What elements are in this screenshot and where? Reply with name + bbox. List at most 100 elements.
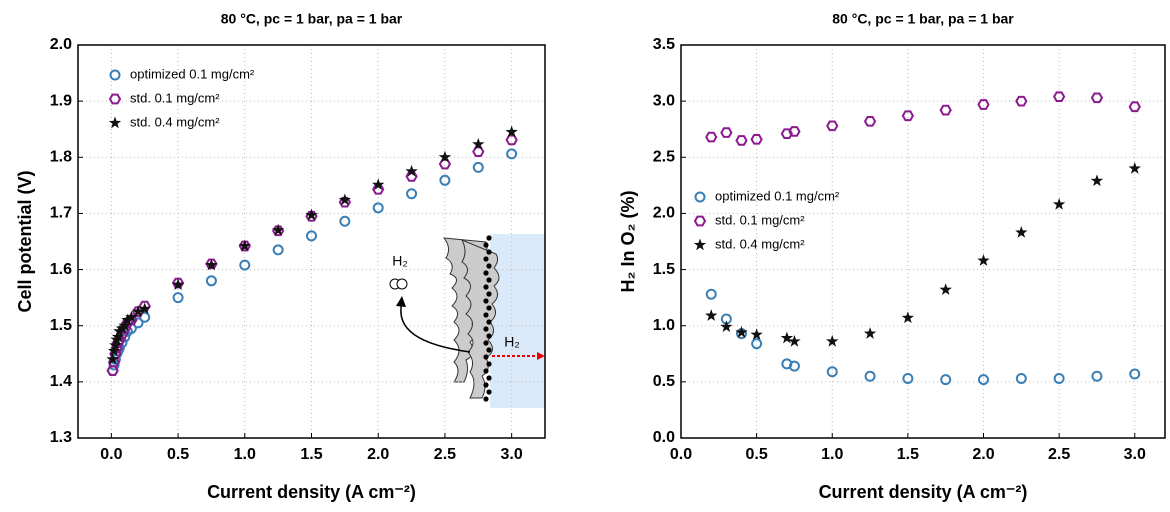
diffusion-arrow xyxy=(400,301,471,353)
marker xyxy=(205,258,218,271)
ionomer-dot xyxy=(483,284,489,290)
legend-marker xyxy=(693,238,707,251)
marker xyxy=(272,244,284,256)
marker xyxy=(1015,95,1028,107)
marker xyxy=(939,283,952,296)
marker xyxy=(138,302,151,315)
marker xyxy=(1090,174,1104,187)
marker xyxy=(238,239,251,252)
chart-title: 80 °C, pc = 1 bar, pa = 1 bar xyxy=(221,11,403,27)
marker xyxy=(788,360,800,372)
marker xyxy=(118,319,131,331)
marker xyxy=(372,202,384,214)
marker xyxy=(1015,226,1028,238)
marker xyxy=(338,196,352,208)
ionomer-dot xyxy=(486,375,492,381)
marker xyxy=(107,344,121,357)
x-tick-label: 2.5 xyxy=(434,446,456,463)
legend-marker xyxy=(693,215,707,227)
marker xyxy=(111,330,125,343)
x-tick-label: 1.5 xyxy=(300,446,322,463)
plot-frame xyxy=(680,44,1166,439)
x-tick-label: 1.0 xyxy=(234,446,256,463)
y-tick-label: 2.0 xyxy=(653,205,675,222)
marker xyxy=(750,133,763,145)
inset-diagram xyxy=(389,234,545,408)
annotation: H₂ xyxy=(392,253,408,269)
marker xyxy=(438,150,452,163)
marker xyxy=(788,126,801,137)
marker xyxy=(506,148,518,160)
y-tick-label: 1.5 xyxy=(50,317,72,334)
ionomer-dot xyxy=(483,298,489,304)
legend-marker xyxy=(108,93,122,105)
marker xyxy=(720,320,733,333)
x-tick-label: 0.0 xyxy=(100,446,122,463)
plot-frame xyxy=(77,44,546,439)
ionomer-dot xyxy=(486,249,492,255)
annotation: H₂ xyxy=(504,334,520,350)
x-tick-label: 2.0 xyxy=(367,446,389,463)
y-tick-label: 2.5 xyxy=(653,149,675,166)
legend-marker xyxy=(109,69,121,81)
ionomer-dot xyxy=(486,291,492,297)
legend-label: std. 0.1 mg/cm² xyxy=(715,212,805,227)
legend-label: std. 0.4 mg/cm² xyxy=(130,114,220,129)
marker xyxy=(1128,162,1141,174)
y-tick-label: 3.0 xyxy=(653,92,675,109)
y-tick-label: 1.8 xyxy=(50,149,72,166)
ionomer-dot xyxy=(483,242,489,248)
x-tick-label: 1.5 xyxy=(897,446,919,463)
marker xyxy=(720,127,733,138)
x-tick-label: 3.0 xyxy=(1124,446,1146,463)
ionomer-dot xyxy=(483,270,489,276)
y-tick-label: 1.6 xyxy=(50,261,72,278)
marker xyxy=(750,328,763,340)
marker xyxy=(902,372,914,384)
ionomer-dot xyxy=(486,361,492,367)
legend-label: optimized 0.1 mg/cm² xyxy=(715,188,840,203)
ionomer-dot xyxy=(483,340,489,346)
marker xyxy=(472,137,485,150)
ionomer-dot xyxy=(483,312,489,318)
y-tick-label: 1.5 xyxy=(653,261,675,278)
chart-title: 80 °C, pc = 1 bar, pa = 1 bar xyxy=(832,11,1014,27)
ionomer-dot xyxy=(486,263,492,269)
marker xyxy=(139,311,151,323)
marker xyxy=(705,288,717,300)
x-axis-label: Current density (A cm⁻²) xyxy=(819,482,1028,502)
marker xyxy=(940,374,952,386)
ionomer-dot xyxy=(483,354,489,360)
marker xyxy=(1052,91,1066,102)
marker xyxy=(106,352,119,365)
marker xyxy=(132,317,144,329)
marker xyxy=(439,174,451,186)
marker xyxy=(121,313,134,326)
ionomer-dot xyxy=(486,305,492,311)
ionomer-dot xyxy=(486,319,492,325)
ionomer-dot xyxy=(483,326,489,332)
y-tick-label: 0.0 xyxy=(653,429,675,446)
marker xyxy=(438,158,452,170)
ionomer-dot xyxy=(486,333,492,339)
ionomer-dot xyxy=(483,368,489,374)
marker xyxy=(472,161,484,173)
marker xyxy=(705,309,718,321)
x-tick-label: 0.5 xyxy=(746,446,768,463)
y-tick-label: 2.0 xyxy=(50,36,72,53)
y-tick-label: 1.9 xyxy=(50,92,72,109)
marker xyxy=(780,128,794,140)
marker xyxy=(239,259,251,271)
marker xyxy=(305,208,318,221)
marker xyxy=(205,275,217,287)
y-tick-label: 1.7 xyxy=(50,205,72,222)
marker xyxy=(1015,372,1027,384)
ionomer-dots xyxy=(483,235,492,402)
ionomer-dot xyxy=(483,382,489,388)
legend-label: std. 0.4 mg/cm² xyxy=(715,236,805,251)
marker xyxy=(939,104,952,116)
marker xyxy=(826,120,839,132)
x-tick-label: 2.0 xyxy=(972,446,994,463)
x-tick-label: 0.0 xyxy=(670,446,692,463)
ionomer-dot xyxy=(483,256,489,262)
